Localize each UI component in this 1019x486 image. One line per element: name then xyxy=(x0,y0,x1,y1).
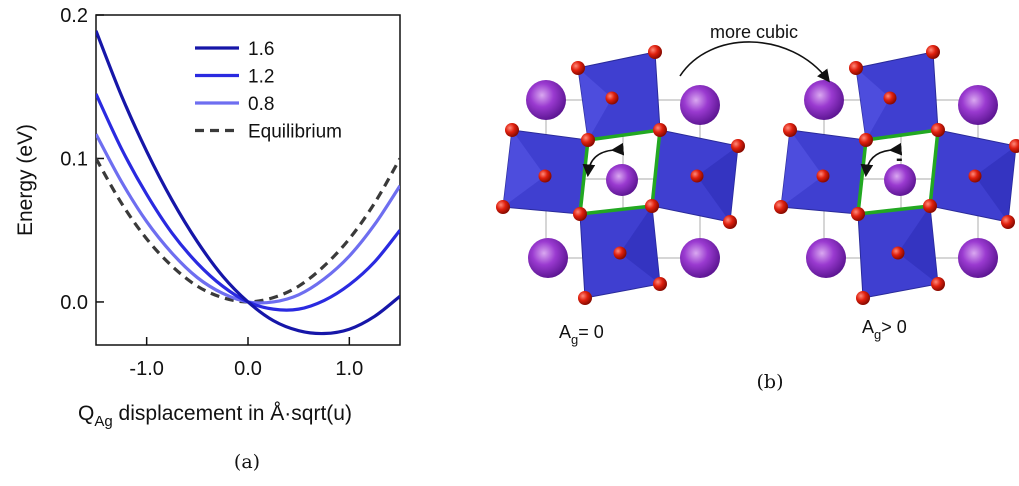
y-axis-label: Energy (eV) xyxy=(14,124,37,236)
panel-b: more cubic Ag= 0 Ag> 0 - (b) xyxy=(496,22,1019,393)
y-tick-label: 0.1 xyxy=(60,148,88,170)
panel-label: Ag= 0 xyxy=(559,322,604,347)
structure-ag-zero xyxy=(496,45,745,305)
figure: more cubic Ag= 0 Ag> 0 - (b) -1.00.01.00… xyxy=(0,0,1019,481)
panel-a: -1.0 0.0 1.0 0.0 0.1 0.2 1.6 1.2 0.8 Equilibrium E… xyxy=(14,5,400,473)
series-line xyxy=(96,134,400,303)
caption: (b) xyxy=(757,371,784,393)
x-tick-label: 0.0 xyxy=(234,358,262,380)
legend-label: Equilibrium xyxy=(248,122,342,143)
x-tick-label: -1.0 xyxy=(129,358,163,380)
x-label-sub: Ag xyxy=(94,413,112,430)
x-axis-label: QAg displacement in Å·sqrt(u) xyxy=(78,402,352,430)
label-main: A xyxy=(862,317,874,337)
arrow-label: more cubic xyxy=(710,22,798,42)
legend-label: 1.2 xyxy=(248,67,274,88)
label-rest: > 0 xyxy=(881,317,907,337)
label-main: A xyxy=(559,322,571,342)
x-label-main: Q xyxy=(78,402,94,425)
y-tick-label: 0.0 xyxy=(60,292,88,314)
structure-ag-positive xyxy=(774,45,1019,305)
plot-frame xyxy=(96,15,400,345)
legend-label: 0.8 xyxy=(248,94,274,115)
panel-label: Ag> 0 xyxy=(862,317,907,342)
label-rest: = 0 xyxy=(578,322,604,342)
x-label-rest: displacement in Å·sqrt(u) xyxy=(113,402,352,425)
x-tick-label: 1.0 xyxy=(335,358,363,380)
y-tick-label: 0.2 xyxy=(60,5,88,27)
transition-arrow xyxy=(680,42,828,80)
label-sub: g xyxy=(874,327,881,342)
caption: (a) xyxy=(234,451,260,473)
legend-label: 1.6 xyxy=(248,39,274,60)
page: more cubic Ag= 0 Ag> 0 - (b) -1.00.01.00… xyxy=(0,0,1019,486)
angle-sign: - xyxy=(896,148,903,170)
label-sub: g xyxy=(571,332,578,347)
